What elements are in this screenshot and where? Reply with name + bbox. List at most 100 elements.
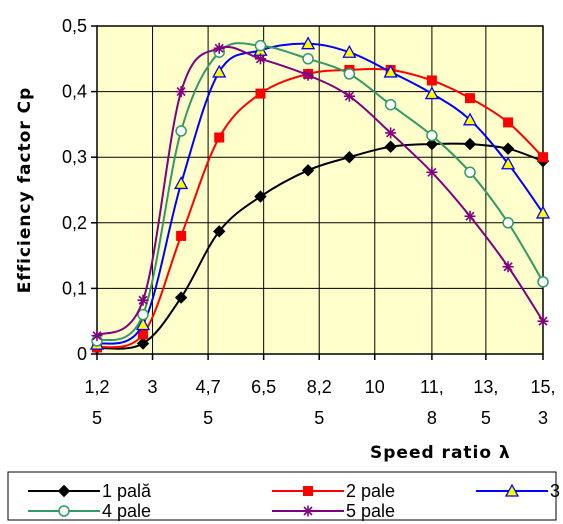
legend-label: 1 pală: [102, 481, 152, 501]
legend: 1 pală 2 pale 3 pale 4 pale 5 pale: [28, 481, 563, 521]
data-point: [426, 129, 438, 142]
data-point: [343, 150, 356, 164]
data-point: [538, 152, 548, 163]
legend-label: 2 pale: [346, 481, 395, 501]
axes: 0 0,1 0,2 0,3 0,4 0,5 1,2 5 3 4,7 5 6,5 8,2 5 10 11, 8 13…: [62, 16, 556, 428]
data-point: [384, 98, 397, 111]
data-point: [212, 64, 227, 78]
data-point: [302, 69, 314, 81]
data-point: [301, 164, 315, 177]
data-point: [175, 125, 187, 137]
y-tick-label: 0,1: [62, 278, 87, 298]
data-point: [58, 505, 70, 517]
data-point: [175, 86, 187, 98]
data-point: [174, 176, 189, 190]
y-tick-label: 0,5: [62, 16, 87, 36]
data-point: [501, 142, 515, 155]
legend-entry: 5 pale: [272, 501, 395, 521]
data-point: [213, 42, 225, 54]
data-point-stroke: [503, 262, 513, 272]
x-tick-label-second-line: 5: [203, 408, 213, 428]
data-point-stroke: [344, 91, 354, 101]
data-point: [302, 53, 314, 65]
y-tick-label: 0,4: [62, 82, 87, 102]
data-point-stroke: [303, 506, 313, 516]
data-point: [342, 44, 357, 58]
data-point: [463, 137, 477, 151]
legend-entry: 4 pale: [28, 501, 151, 521]
data-point: [502, 217, 514, 229]
data-point: [464, 93, 475, 104]
x-tick-label-second-line: 5: [481, 408, 491, 428]
legend-label: 5 pale: [346, 501, 395, 521]
data-point: [503, 117, 514, 128]
data-point-stroke: [538, 316, 548, 326]
x-tick-label: 10: [365, 377, 385, 397]
data-point: [176, 230, 187, 241]
data-point-stroke: [386, 128, 396, 138]
data-point: [343, 68, 356, 80]
x-tick-label-second-line: 5: [314, 408, 324, 428]
data-point: [424, 86, 439, 100]
data-point: [385, 127, 397, 139]
x-tick-label: 15,: [530, 377, 555, 397]
data-point: [254, 190, 267, 203]
legend-label: 4 pale: [102, 501, 151, 521]
y-axis-title-group: Efficiency factor Cp: [15, 87, 35, 294]
data-point: [462, 112, 478, 126]
legend-entry: 3 pale: [476, 481, 563, 501]
data-point-stroke: [255, 54, 266, 64]
data-point: [135, 317, 151, 331]
data-point: [426, 75, 437, 86]
data-point: [537, 315, 549, 327]
x-tick-label-second-line: 3: [538, 408, 548, 428]
data-point-stroke: [427, 167, 437, 177]
y-tick-label: 0: [77, 344, 87, 364]
series-lines: [89, 36, 551, 355]
x-axis-title: Speed ratio λ: [370, 443, 511, 463]
data-point: [137, 294, 149, 306]
plot-frame: [96, 25, 544, 355]
legend-box: [7, 471, 557, 521]
data-point: [91, 330, 103, 342]
data-point: [343, 90, 355, 102]
data-point: [136, 337, 150, 350]
x-tick-label: 3: [148, 377, 158, 397]
x-tick-label: 6,5: [251, 377, 276, 397]
data-point-stroke: [92, 331, 102, 341]
data-point-stroke: [138, 295, 148, 305]
data-point: [254, 53, 266, 65]
data-point: [302, 505, 314, 517]
data-point: [137, 308, 149, 321]
y-tick-label: 0,2: [62, 213, 87, 233]
data-point: [174, 291, 188, 304]
data-point-stroke: [465, 211, 475, 221]
data-point: [504, 483, 520, 497]
data-point: [214, 132, 225, 143]
data-point: [426, 166, 438, 178]
data-point: [502, 261, 514, 273]
data-point: [255, 88, 266, 99]
y-tick-label: 0,3: [62, 147, 87, 167]
data-point: [384, 140, 397, 153]
data-point: [254, 39, 267, 52]
data-point: [537, 276, 549, 288]
y-axis-title: Efficiency factor Cp: [15, 87, 35, 294]
x-tick-label: 1,2: [84, 377, 109, 397]
data-point-stroke: [303, 70, 313, 80]
data-point: [464, 210, 476, 222]
x-tick-label: 11,: [420, 377, 444, 397]
x-tick-label: 4,7: [196, 377, 221, 397]
data-point: [464, 166, 476, 179]
x-tick-label-second-line: 5: [92, 408, 102, 428]
data-point: [535, 205, 551, 219]
x-tick-label-second-line: 8: [427, 408, 437, 428]
data-point-stroke: [214, 43, 224, 53]
legend-label: 3 pale: [550, 481, 563, 501]
data-point: [213, 225, 226, 238]
data-point: [303, 486, 313, 496]
data-point: [383, 64, 398, 78]
series-5: [91, 42, 549, 342]
x-tick-label: 13,: [473, 377, 498, 397]
